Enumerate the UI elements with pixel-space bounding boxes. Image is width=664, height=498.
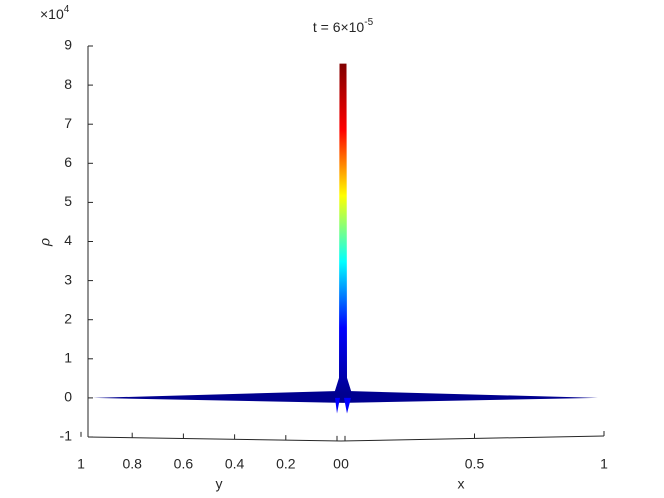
y-axis-line <box>87 436 342 442</box>
y-tick-label: 0.2 <box>276 456 296 472</box>
z-multiplier-exponent: 4 <box>64 4 70 15</box>
z-tick-label: 2 <box>64 310 72 326</box>
chart-title: t = 6×10-5 <box>313 17 374 35</box>
z-tick-label: 8 <box>64 76 72 92</box>
y-tick-label: 1 <box>77 456 85 472</box>
z-multiplier-text: ×10 <box>40 6 64 22</box>
z-axis-label: ρ <box>37 238 53 247</box>
y-tick-label: 0.4 <box>225 456 245 472</box>
z-tick-label: 7 <box>64 115 72 131</box>
z-tick-label: 1 <box>64 350 72 366</box>
z-multiplier: ×104 <box>40 4 70 22</box>
surface-base <box>93 390 598 403</box>
y-tick-label: 0 <box>333 456 341 472</box>
title-text: t = 6×10 <box>313 19 365 35</box>
x-tick-label: 1 <box>600 456 608 472</box>
x-tick-label: 0 <box>341 456 349 472</box>
x-axis-line <box>340 435 605 442</box>
z-tick-label: 6 <box>64 154 72 170</box>
surface-trough <box>335 397 351 414</box>
y-tick-label: 0.8 <box>122 456 142 472</box>
y-axis-label: y <box>216 476 223 492</box>
surface-peak <box>334 63 352 394</box>
title-exponent: -5 <box>364 17 373 28</box>
y-tick-label: 0.6 <box>174 456 194 472</box>
z-tick-label: 0 <box>64 389 72 405</box>
z-tick-label: 4 <box>64 232 72 248</box>
z-tick-label: 9 <box>64 37 72 53</box>
z-tick-label: 5 <box>64 193 72 209</box>
z-tick-label: 3 <box>64 271 72 287</box>
z-tick-label: -1 <box>60 428 73 444</box>
x-axis-label: x <box>458 476 465 492</box>
x-tick-label: 0.5 <box>465 456 485 472</box>
